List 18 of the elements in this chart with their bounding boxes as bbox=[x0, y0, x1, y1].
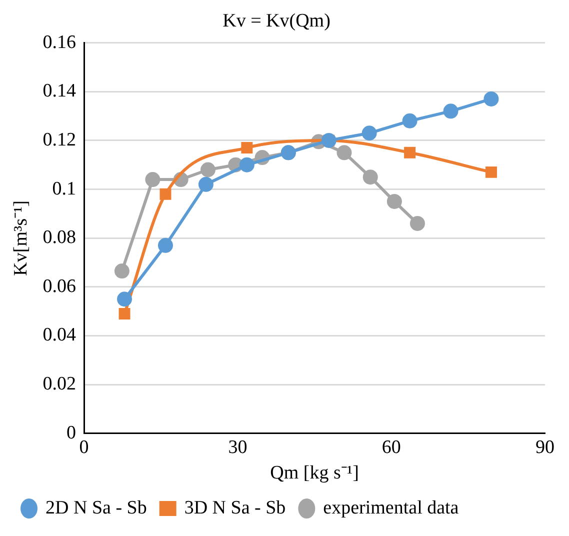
legend-label: 3D N Sa - Sb bbox=[184, 497, 286, 518]
chart-title: Kv = Kv(Qm) bbox=[222, 10, 330, 32]
y-tick-label: 0.12 bbox=[42, 129, 76, 150]
x-tick-label: 60 bbox=[382, 436, 401, 458]
y-tick-label: 0.02 bbox=[42, 374, 76, 395]
legend-label: 2D N Sa - Sb bbox=[46, 497, 147, 518]
y-tick-label: 0.08 bbox=[42, 227, 76, 248]
x-axis-title: Qm [kg s⁻¹] bbox=[270, 462, 359, 484]
y-tick-label: 0.1 bbox=[52, 178, 76, 200]
y-axis-title: Kv[m³s⁻¹] bbox=[10, 200, 32, 276]
x-tick-label: 30 bbox=[228, 436, 248, 458]
y-tick-label: 0 bbox=[66, 422, 76, 444]
y-tick-label: 0.14 bbox=[42, 80, 77, 102]
legend-label: experimental data bbox=[323, 497, 460, 518]
y-tick-label: 0.06 bbox=[42, 276, 76, 297]
y-tick-label: 0.16 bbox=[42, 32, 76, 53]
y-tick-label: 0.04 bbox=[42, 324, 77, 346]
x-tick-label: 90 bbox=[536, 436, 554, 458]
